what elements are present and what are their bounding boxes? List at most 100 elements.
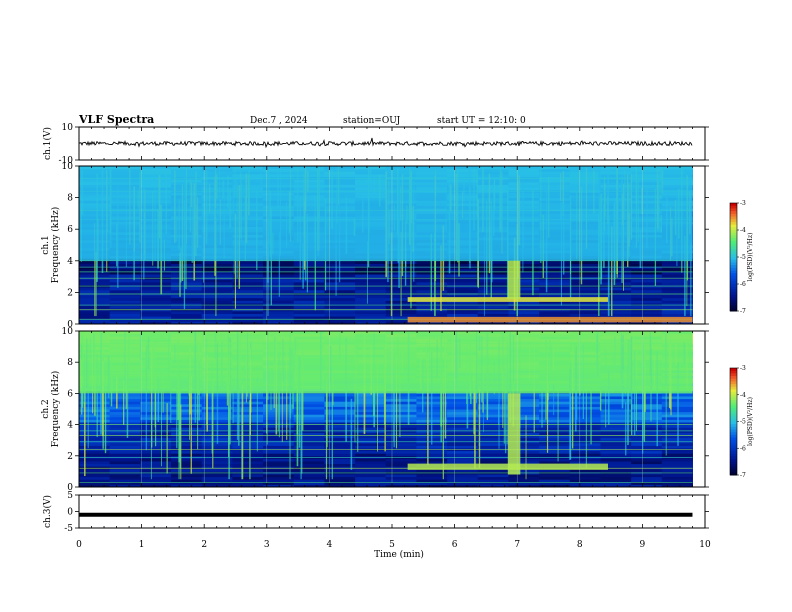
spectrogram-cell [661,279,693,283]
colorbar-cell [730,289,737,293]
spectrogram-cell [600,302,632,307]
colorbar-cell [730,284,737,288]
spectrogram-cell [385,479,417,483]
colorbar-cell [730,394,737,398]
spectrogram-cell [385,432,417,436]
spectrogram-cell [631,393,663,397]
spectrogram-cell [631,416,663,420]
spectrogram-cell [600,466,632,470]
spectrogram-cell [324,463,356,467]
spectrogram-cell [293,279,325,283]
spectrogram-cell [201,468,233,472]
spectrogram-cell [109,422,141,426]
spectrogram-cell [232,263,264,267]
spectrogram-cell [385,321,417,325]
spectrogram-cell [232,445,264,449]
spectrogram-cell [631,287,663,291]
spectrogram-cell [447,414,479,418]
spectrogram-cell [508,406,540,410]
colorbar-cell [730,472,737,476]
spectrogram-cell [539,424,571,428]
spectrogram-cell [569,484,601,488]
spectrogram-cell [171,281,203,285]
spectrogram-cell [324,450,356,454]
spectrogram-cell [171,313,203,317]
spectrogram-cell [232,468,264,472]
spectrogram-cell [324,461,356,465]
figure-title: VLF Spectra [78,113,154,126]
spectrogram-cell [631,445,663,449]
spectrogram-cell [171,466,203,470]
spectrogram-cell [661,287,693,291]
spectrogram-cell [569,437,601,441]
spectrogram-cell [263,463,295,467]
spectrogram-cell [477,321,509,325]
spectrogram-cell [661,271,693,275]
spectrogram-cell [355,463,387,467]
spectrogram-cell [171,302,203,307]
spectrogram-cell [171,429,203,433]
spectrogram-cell [140,479,172,483]
spectrogram-cell [140,458,172,462]
spectrogram-cell [324,416,356,420]
spectrogram-cell [477,310,509,314]
spectrogram-cell [171,401,203,405]
colorbar-cell [730,442,737,447]
spectrogram-cell [631,468,663,472]
spectrogram-cell [416,474,448,478]
spectrogram-cell [447,295,479,299]
spectrogram-cell [385,458,417,462]
date-label: Dec.7 , 2024 [250,116,308,126]
spectrogram-cell [600,313,632,317]
spectrogram-cell [447,287,479,291]
spectrogram-cell [355,266,387,270]
spectrogram-cell [385,414,417,418]
spectrogram-cell [539,435,571,439]
spectrogram-cell [171,435,203,439]
p2-y-axis-label: Frequency (kHz) [50,207,61,284]
spectrogram-cell [631,406,663,410]
spectrogram-cell [539,295,571,299]
colorbar-cell [730,448,737,452]
spectrogram-cell [293,481,325,485]
spectrogram-cell [631,422,663,426]
spectrogram-cell [600,305,632,309]
colorbar-cell [730,267,737,271]
spectrogram-cell [569,479,601,483]
spectrogram-cell [600,461,632,465]
spectrogram-cell [569,450,601,454]
spectrogram-cell [508,287,540,291]
spectrogram-cell [508,321,540,325]
spectrogram-cell [631,313,663,317]
spectrogram-cell [447,260,479,264]
spectrogram-cell [263,289,295,293]
spectrogram-cell [263,432,295,436]
spectrogram-cell [539,398,571,402]
spectrogram-cell [232,297,264,301]
spectrogram-cell [508,422,540,426]
spectrogram-cell [631,302,663,307]
spectrogram-cell [600,481,632,485]
spectrogram-cell [600,287,632,291]
spectrogram-cell [416,479,448,483]
spectrogram-cell [600,300,632,304]
spectrogram-cell [355,403,387,407]
spectrogram-cell [140,268,172,272]
colorbar-cell [730,466,737,471]
spectrogram-cell [293,321,325,325]
y-tick-label: 4 [67,421,73,431]
spectrogram-cell [508,461,540,465]
spectrogram-cell [385,474,417,478]
spectrogram-cell [661,450,693,454]
spectrogram-cell [600,263,632,267]
spectrogram-cell [508,479,540,483]
spectrogram-cell [324,435,356,439]
colorbar-cell [730,434,737,439]
ch1-colorbar: -3 -4 -5 -6 -7 log(PSD)(V²/Hz) [729,200,754,315]
spectrogram-cell [661,313,693,317]
y-tick-label: -10 [59,156,74,166]
spectrogram-cell [416,260,448,264]
spectrogram-cell [631,458,663,462]
spectrogram-cell [631,297,663,301]
spectrogram-cell [416,295,448,299]
